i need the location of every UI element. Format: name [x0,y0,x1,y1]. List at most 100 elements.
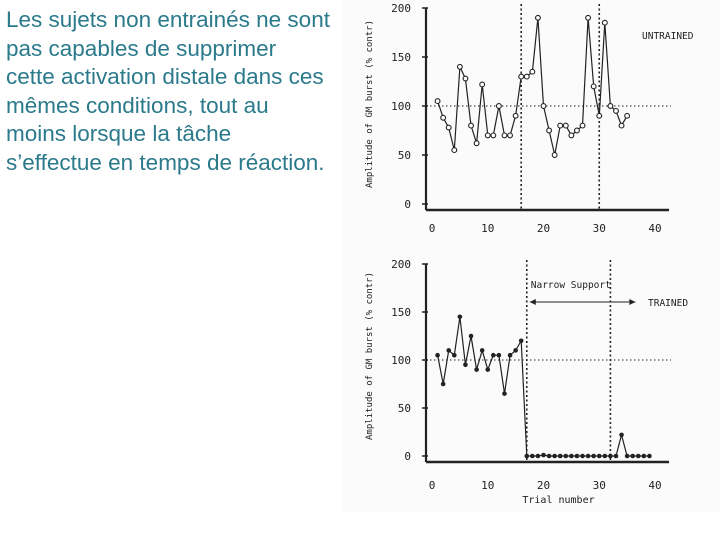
data-point [630,453,635,459]
data-point [562,122,569,129]
data-point [607,103,614,109]
x-tick-label: 30 [593,222,606,235]
data-point [491,352,496,358]
data-point [434,98,441,105]
data-point [618,122,625,129]
data-point [585,14,592,21]
y-tick-label: 50 [398,149,411,162]
y-axis-label: Amplitude of GM burst (% contr) [365,20,375,188]
data-point [495,103,502,109]
data-point [574,127,580,134]
data-point [613,453,619,459]
data-point [596,112,603,119]
data-point [541,452,546,458]
y-tick-label: 200 [391,258,411,271]
data-point [569,453,574,459]
chart-panel-2: 0 50 100 150 200 0 10 20 30 40 Amplitude of GM bur… [365,258,688,506]
data-point [518,73,525,80]
y-tick-label: 100 [391,354,411,367]
data-point [496,352,502,358]
y-tick-label: 150 [391,51,411,64]
data-point [485,367,491,372]
data-point [535,453,541,459]
data-point [590,83,597,90]
data-point [613,107,619,114]
data-point [457,314,463,320]
data-point [540,103,547,109]
data-point [524,453,530,459]
chart-title: TRAINED [648,298,688,309]
data-point [552,453,557,459]
data-point [446,348,452,353]
data-point [513,348,518,353]
data-point [468,122,474,129]
chart-svg: 0 50 100 150 200 0 10 20 30 40 Amplitude of GM bur… [365,2,694,506]
data-point [463,362,468,368]
data-point [529,68,536,75]
data-point [501,132,508,139]
x-tick-label: 40 [648,222,661,235]
x-tick-label: 10 [481,222,494,235]
data-point [568,132,575,139]
data-point [641,453,647,459]
data-point [507,132,514,139]
data-point [534,14,541,21]
y-axis-label: Amplitude of GM burst (% contr) [365,272,375,440]
data-point [557,453,563,459]
x-tick-label: 20 [537,222,550,235]
data-point [479,81,486,88]
data-point [507,352,513,358]
y-tick-label: 200 [391,2,411,15]
annotation-arrow-right [629,299,636,305]
data-point [580,453,585,459]
annotation-label: Narrow Support [531,280,611,291]
data-point [546,127,553,134]
data-point [502,391,507,396]
data-point [462,75,469,82]
data-point [635,453,641,459]
data-point [546,453,552,459]
data-point [624,453,630,459]
data-point [445,124,452,131]
data-point [456,63,463,70]
data-point [523,73,530,80]
data-point [563,453,569,459]
annotation-arrow-left [529,299,536,305]
x-tick-label: 30 [593,479,606,492]
y-tick-label: 150 [391,306,411,319]
data-point [596,453,602,459]
y-tick-label: 0 [404,450,411,463]
data-point [647,453,652,459]
y-tick-label: 100 [391,100,411,113]
data-point [579,122,586,129]
chart-title: UNTRAINED [642,31,694,42]
data-point [530,453,535,459]
data-point [490,132,497,139]
data-point [574,453,580,459]
series-line [437,316,650,457]
data-point [585,453,591,459]
y-tick-label: 0 [404,198,411,211]
chart-panel-1: 0 50 100 150 200 0 10 20 30 40 Amplitude of GM bur… [365,2,694,235]
data-point [435,352,440,358]
data-point [602,453,608,459]
data-point [474,367,479,372]
data-point [591,453,596,459]
data-point [473,140,480,147]
data-point [608,453,613,459]
x-tick-label: 20 [537,479,550,492]
data-point [619,432,624,438]
x-axis-label: Trial number [522,495,594,506]
data-point [440,114,447,121]
data-point [451,147,458,154]
data-point [557,122,564,129]
x-tick-label: 40 [648,479,661,492]
data-point [484,132,491,139]
data-point [551,152,558,158]
y-tick-label: 50 [398,402,411,415]
data-point [452,352,457,358]
data-point [601,19,608,26]
slide-body-text: Les sujets non entrainés ne sont pas cap… [6,7,330,175]
chart-figure: 0 50 100 150 200 0 10 20 30 40 Amplitude of GM bur… [342,0,720,512]
data-point [479,348,485,353]
